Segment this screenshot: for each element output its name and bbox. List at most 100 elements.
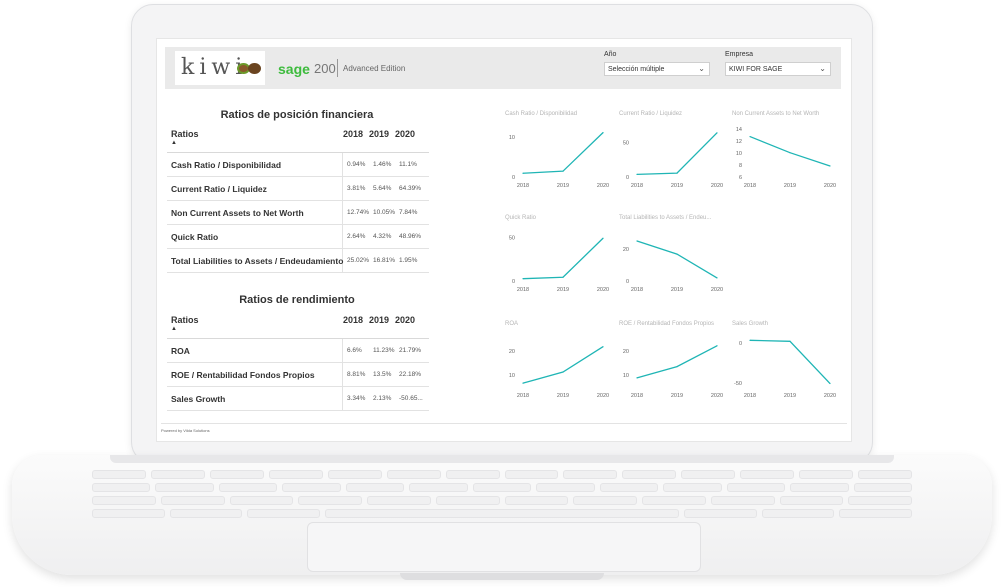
x-tick-label: 2020 [597, 183, 609, 189]
chart-title: Total Liabilities to Assets / Endeu... [619, 215, 712, 221]
ratio-value: 2.64% [347, 233, 366, 240]
y-tick-label: 50 [623, 141, 629, 147]
ratio-value: 1.95% [399, 257, 418, 264]
sort-up-icon: ▲ [171, 326, 177, 332]
data-point [562, 371, 564, 373]
edition-label: Advanced Edition [343, 64, 406, 73]
data-point [676, 172, 678, 174]
laptop-hinge [110, 455, 894, 463]
ratios-column-header[interactable]: Ratios ▲ [167, 315, 343, 332]
ratio-value: 64.39% [399, 185, 422, 192]
ratio-value: 0.94% [347, 161, 366, 168]
x-tick-label: 2019 [557, 183, 569, 189]
dashboard-screen: kiwi sage 200 Advanced Edition Año Selec… [156, 38, 852, 442]
line-chart[interactable]: Non Current Assets to Net Worth 6 8 10 12 14 2… [732, 109, 840, 196]
y-tick-label: 0 [512, 279, 515, 285]
series-line [749, 339, 831, 384]
ratio-value: 48.96% [399, 233, 422, 240]
x-tick-label: 2018 [744, 393, 756, 399]
chart-title: Cash Ratio / Disponibilidad [505, 111, 577, 117]
data-point [789, 340, 791, 342]
data-point [789, 152, 791, 154]
x-tick-label: 2018 [517, 183, 529, 189]
ratio-value: 8.81% [347, 371, 366, 378]
x-tick-label: 2018 [517, 287, 529, 293]
y-tick-label: -50 [734, 381, 742, 387]
x-tick-label: 2018 [631, 287, 643, 293]
ratio-name: Quick Ratio [167, 225, 343, 248]
data-point [562, 170, 564, 172]
y-tick-label: 20 [509, 349, 515, 355]
x-tick-label: 2018 [517, 393, 529, 399]
ratio-value: 2.13% [373, 395, 392, 402]
year-select-value: Selección múltiple [608, 66, 665, 73]
data-point [676, 366, 678, 368]
data-point [602, 346, 604, 348]
keyboard [91, 470, 913, 522]
table-row[interactable]: ROE / Rentabilidad Fondos Propios 8.81% 13… [167, 363, 429, 387]
table-row[interactable]: Non Current Assets to Net Worth 12.74% 10.… [167, 201, 429, 225]
y-tick-label: 14 [736, 127, 742, 133]
ratio-value: 13.5% [373, 371, 392, 378]
data-point [562, 276, 564, 278]
ratio-name: ROE / Rentabilidad Fondos Propios [167, 363, 343, 386]
table-row[interactable]: ROA 6.6% 11.23% 21.79% [167, 339, 429, 363]
data-point [522, 172, 524, 174]
ratio-value: 10.05% [373, 209, 396, 216]
powered-by-link[interactable]: Powered by Vilda Solutions [161, 428, 210, 433]
data-point [636, 240, 638, 242]
financial-ratios-table: Ratios ▲ 2018 2019 2020 Cash Ratio / Disp… [167, 129, 429, 273]
series-line [636, 132, 718, 176]
company-select-value: KIWI FOR SAGE [729, 66, 783, 73]
ratio-value: 11.23% [373, 347, 395, 354]
table-row[interactable]: Total Liabilities to Assets / Endeudamie… [167, 249, 429, 273]
ratio-value: 7.84% [399, 209, 418, 216]
series-line [636, 240, 718, 279]
year-header: 2019 [369, 315, 390, 325]
table-row[interactable]: Current Ratio / Liquidez 3.81% 5.64% 64.39% [167, 177, 429, 201]
x-tick-label: 2019 [784, 393, 796, 399]
year-select[interactable]: Selección múltiple ⌄ [604, 62, 710, 76]
chart-title: Quick Ratio [505, 215, 537, 221]
table-row[interactable]: Cash Ratio / Disponibilidad 0.94% 1.46% 11.… [167, 153, 429, 177]
ratio-name: Current Ratio / Liquidez [167, 177, 343, 200]
chart-title: Non Current Assets to Net Worth [732, 111, 819, 117]
ratio-value: 3.34% [347, 395, 366, 402]
ratio-value: 22.18% [399, 371, 422, 378]
performance-table-title: Ratios de rendimiento [239, 294, 355, 306]
company-select[interactable]: KIWI FOR SAGE ⌄ [725, 62, 831, 76]
x-tick-label: 2019 [557, 393, 569, 399]
chart-svg: Cash Ratio / Disponibilidad 0 10 2018 2019 20… [505, 111, 609, 189]
y-tick-label: 12 [736, 139, 742, 145]
ratio-value: 6.6% [347, 347, 362, 354]
ratio-value: 3.81% [347, 185, 366, 192]
ratio-name: Sales Growth [167, 387, 343, 410]
chart-svg: Non Current Assets to Net Worth 6 8 10 12 14 2… [732, 111, 836, 189]
year-header: 2018 [343, 129, 364, 139]
x-tick-label: 2019 [671, 393, 683, 399]
line-chart[interactable]: Cash Ratio / Disponibilidad 0 10 2018 2019 20… [505, 109, 613, 196]
line-chart[interactable]: Sales Growth 0 -50 2018 2019 2020 [732, 319, 840, 406]
y-tick-label: 10 [509, 373, 515, 379]
data-point [522, 382, 524, 384]
data-point [602, 132, 604, 134]
year-header: 2019 [369, 129, 390, 139]
y-tick-label: 20 [623, 247, 629, 253]
table-row[interactable]: Quick Ratio 2.64% 4.32% 48.96% [167, 225, 429, 249]
table-row[interactable]: Sales Growth 3.34% 2.13% -50.65... [167, 387, 429, 411]
ratios-column-header[interactable]: Ratios ▲ [167, 129, 343, 146]
year-header: 2020 [395, 129, 416, 139]
ratio-value: 1.46% [373, 161, 392, 168]
series-line [522, 132, 604, 174]
line-chart[interactable]: ROE / Rentabilidad Fondos Propios 10 20 201… [619, 319, 727, 406]
data-point [636, 173, 638, 175]
data-point [749, 135, 751, 138]
line-chart[interactable]: Total Liabilities to Assets / Endeu... 0 2… [619, 213, 727, 300]
data-point [716, 277, 718, 279]
line-chart[interactable]: Quick Ratio 0 50 2018 2019 2020 [505, 213, 613, 300]
line-chart[interactable]: ROA 10 20 2018 2019 2020 [505, 319, 613, 406]
table-header: Ratios ▲ 2018 2019 2020 [167, 315, 429, 339]
line-chart[interactable]: Current Ratio / Liquidez 0 50 2018 2019 2020 [619, 109, 727, 196]
ratio-value: -50.65... [399, 395, 423, 402]
